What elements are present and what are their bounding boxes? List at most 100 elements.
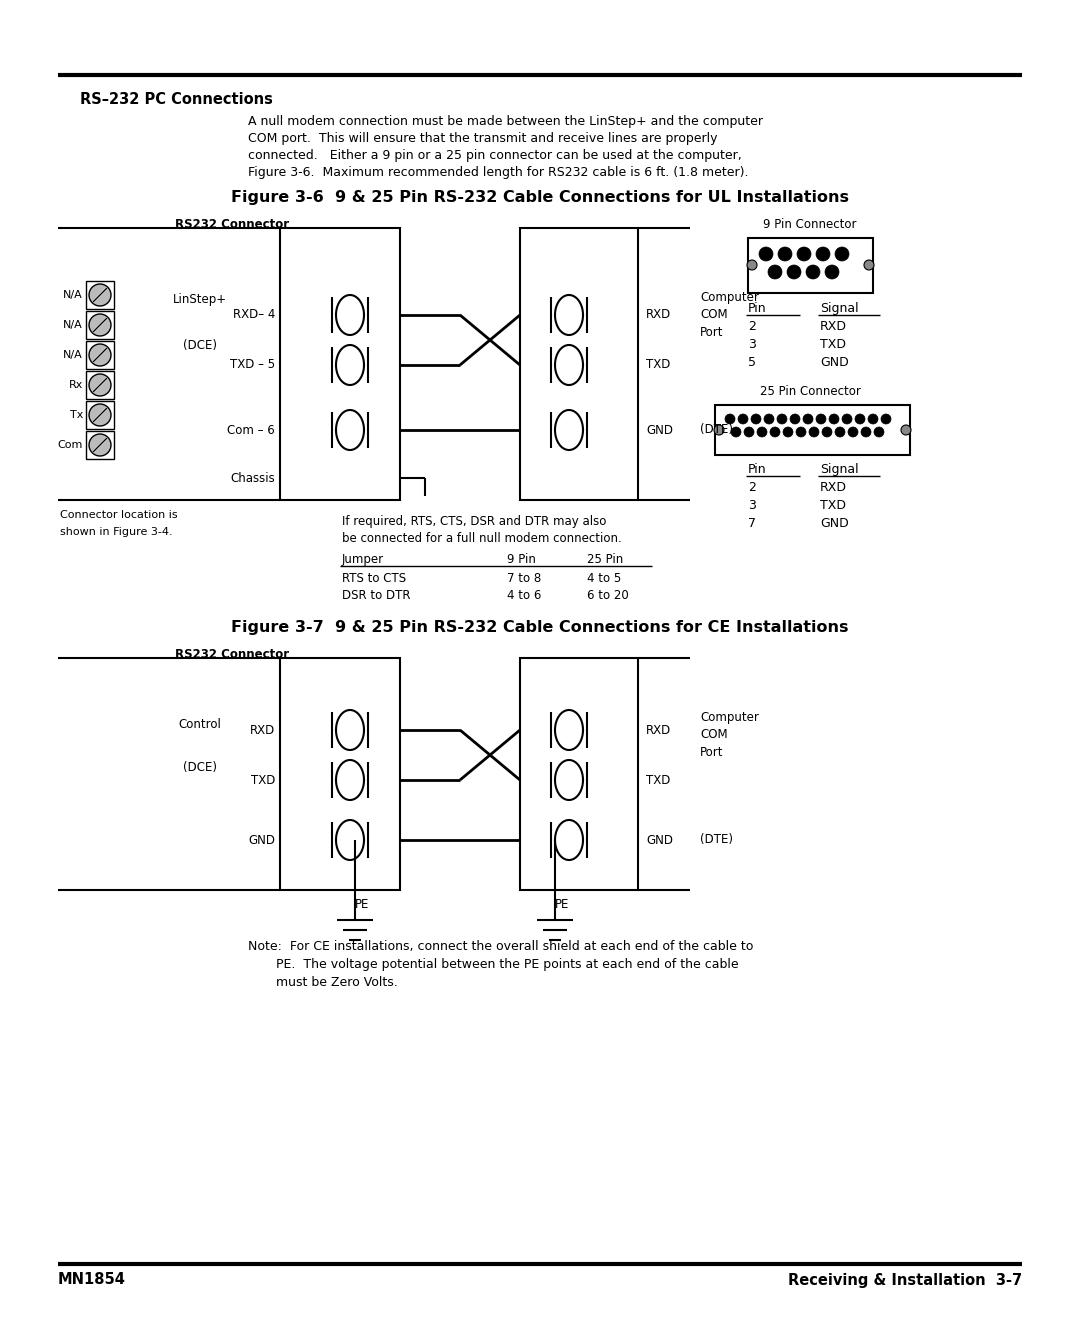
Text: Jumper: Jumper (342, 553, 384, 566)
Text: DSR to DTR: DSR to DTR (342, 589, 410, 602)
Circle shape (797, 248, 811, 261)
Text: must be Zero Volts.: must be Zero Volts. (276, 976, 397, 989)
Text: 2: 2 (748, 320, 756, 333)
Circle shape (738, 414, 748, 424)
Circle shape (777, 414, 787, 424)
Text: A null modem connection must be made between the LinStep+ and the computer: A null modem connection must be made bet… (248, 115, 762, 128)
Text: TXD – 5: TXD – 5 (230, 358, 275, 371)
Text: Connector location is: Connector location is (60, 510, 177, 520)
Text: Pin: Pin (748, 302, 767, 315)
Text: (DCE): (DCE) (183, 761, 217, 774)
Circle shape (89, 435, 111, 456)
Text: RS232 Connector: RS232 Connector (175, 219, 289, 230)
Text: Port: Port (700, 745, 724, 759)
Bar (280, 658, 400, 890)
Text: 7: 7 (748, 518, 756, 529)
Circle shape (816, 414, 826, 424)
Text: COM: COM (700, 728, 728, 741)
Circle shape (868, 414, 878, 424)
Text: RXD: RXD (646, 308, 672, 321)
Circle shape (744, 427, 754, 437)
Text: Signal: Signal (820, 464, 859, 475)
Text: PE: PE (355, 898, 369, 911)
Text: GND: GND (820, 356, 849, 369)
Circle shape (804, 414, 813, 424)
Text: N/A: N/A (64, 290, 83, 300)
Circle shape (747, 259, 757, 270)
Circle shape (881, 414, 891, 424)
Text: RXD: RXD (820, 481, 847, 494)
Text: RXD: RXD (646, 723, 672, 736)
Text: 9 Pin Connector: 9 Pin Connector (764, 219, 856, 230)
Bar (715, 406, 910, 454)
Text: PE: PE (555, 898, 569, 911)
Text: Chassis: Chassis (230, 471, 275, 485)
Bar (748, 238, 873, 292)
Text: Figure 3-6  9 & 25 Pin RS-232 Cable Connections for UL Installations: Figure 3-6 9 & 25 Pin RS-232 Cable Conne… (231, 190, 849, 205)
Text: Control: Control (178, 719, 221, 731)
Text: Com – 6: Com – 6 (227, 424, 275, 436)
Circle shape (822, 427, 832, 437)
Circle shape (770, 427, 780, 437)
Circle shape (89, 344, 111, 366)
Circle shape (725, 414, 735, 424)
Circle shape (89, 313, 111, 336)
Text: 2: 2 (748, 481, 756, 494)
Text: shown in Figure 3-4.: shown in Figure 3-4. (60, 527, 173, 537)
Text: N/A: N/A (64, 320, 83, 331)
Circle shape (787, 265, 801, 279)
Text: be connected for a full null modem connection.: be connected for a full null modem conne… (342, 532, 622, 545)
Text: Port: Port (700, 325, 724, 338)
Circle shape (861, 427, 870, 437)
Text: Com: Com (57, 440, 83, 450)
Text: 5: 5 (748, 356, 756, 369)
Text: 4 to 6: 4 to 6 (507, 589, 541, 602)
Circle shape (714, 425, 724, 435)
Text: Computer: Computer (700, 291, 759, 304)
Bar (519, 658, 638, 890)
Circle shape (89, 404, 111, 425)
Text: PE.  The voltage potential between the PE points at each end of the cable: PE. The voltage potential between the PE… (276, 957, 739, 971)
Circle shape (864, 259, 874, 270)
Text: RXD: RXD (820, 320, 847, 333)
Text: MN1854: MN1854 (58, 1272, 126, 1288)
Text: RXD: RXD (249, 723, 275, 736)
Text: N/A: N/A (64, 350, 83, 360)
Text: 25 Pin Connector: 25 Pin Connector (759, 385, 861, 398)
Text: TXD: TXD (646, 358, 671, 371)
Text: COM: COM (700, 308, 728, 321)
Circle shape (806, 265, 820, 279)
Bar (86, 371, 114, 399)
Circle shape (757, 427, 767, 437)
Text: Note:  For CE installations, connect the overall shield at each end of the cable: Note: For CE installations, connect the … (248, 940, 754, 954)
Circle shape (901, 425, 912, 435)
Circle shape (855, 414, 865, 424)
Circle shape (835, 427, 845, 437)
Bar (86, 341, 114, 369)
Circle shape (89, 374, 111, 396)
Text: Pin: Pin (748, 464, 767, 475)
Circle shape (829, 414, 839, 424)
Text: LinStep+: LinStep+ (173, 294, 227, 307)
Circle shape (768, 265, 782, 279)
Bar (86, 311, 114, 338)
Circle shape (816, 248, 831, 261)
Circle shape (89, 284, 111, 306)
Circle shape (778, 248, 792, 261)
Text: 25 Pin: 25 Pin (588, 553, 623, 566)
Text: RTS to CTS: RTS to CTS (342, 572, 406, 585)
Text: Figure 3-6.  Maximum recommended length for RS232 cable is 6 ft. (1.8 meter).: Figure 3-6. Maximum recommended length f… (248, 166, 748, 179)
Text: TXD: TXD (820, 499, 846, 512)
Text: 7 to 8: 7 to 8 (507, 572, 541, 585)
Circle shape (809, 427, 819, 437)
Circle shape (731, 427, 741, 437)
Text: COM port.  This will ensure that the transmit and receive lines are properly: COM port. This will ensure that the tran… (248, 132, 717, 145)
Text: Computer: Computer (700, 711, 759, 724)
Text: Figure 3-7  9 & 25 Pin RS-232 Cable Connections for CE Installations: Figure 3-7 9 & 25 Pin RS-232 Cable Conne… (231, 620, 849, 635)
Text: Receiving & Installation  3-7: Receiving & Installation 3-7 (788, 1272, 1022, 1288)
Text: (DTE): (DTE) (700, 834, 733, 847)
Text: GND: GND (820, 518, 849, 529)
Text: GND: GND (646, 834, 673, 847)
Text: RS232 Connector: RS232 Connector (175, 648, 289, 661)
Text: TXD: TXD (820, 338, 846, 352)
